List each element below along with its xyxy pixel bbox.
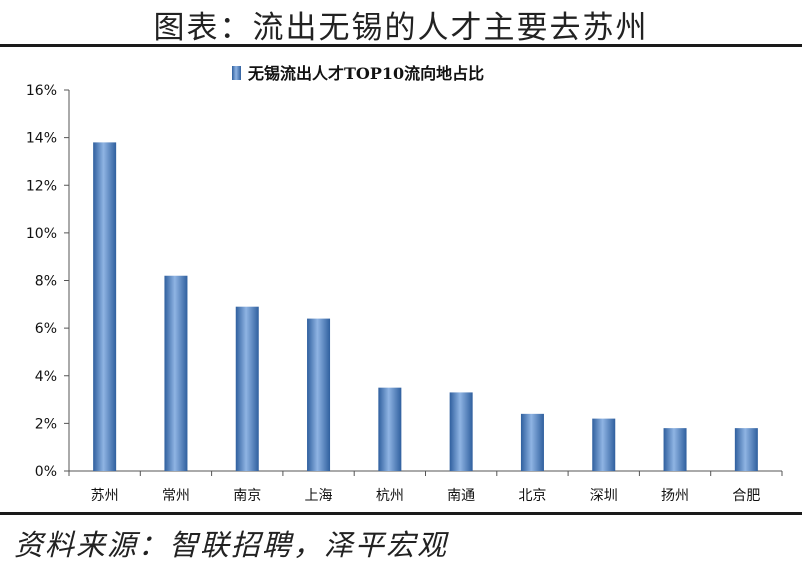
y-tick-label: 16%	[26, 83, 57, 99]
x-tick-label: 深圳	[590, 488, 618, 504]
bar-9	[734, 428, 758, 471]
x-tick-label: 常州	[162, 488, 190, 504]
y-tick-label: 4%	[35, 369, 57, 385]
bar-7	[592, 418, 616, 471]
x-tick-label: 上海	[305, 488, 333, 504]
top-divider	[0, 44, 802, 47]
x-tick-label: 杭州	[376, 488, 404, 504]
page-title: 图表：流出无锡的人才主要去苏州	[153, 10, 649, 46]
bar-3	[307, 318, 331, 471]
y-tick-label: 6%	[35, 321, 57, 337]
bar-1	[164, 275, 188, 471]
y-axis-labels: 0% 2% 4% 6% 8% 10% 12% 14% 16%	[26, 83, 57, 480]
bar-chart: 无锡流出人才TOP10流向地占比 苏州 常州 南京 上海 杭州 南通 北京 深圳 扬州 合肥 0%…	[26, 64, 783, 504]
bar-0	[93, 142, 117, 471]
x-tick-label: 扬州	[661, 488, 689, 504]
bar-4	[378, 387, 402, 471]
bottom-divider	[0, 512, 802, 515]
x-tick-label: 合肥	[732, 488, 760, 504]
bar-6	[520, 413, 544, 471]
x-tick-label: 苏州	[91, 488, 119, 504]
y-tick-label: 8%	[35, 274, 57, 290]
y-tick-label: 12%	[26, 178, 57, 194]
bar-5	[449, 392, 473, 471]
chart-bars	[93, 142, 758, 471]
legend-label: 无锡流出人才TOP10流向地占比	[247, 64, 484, 83]
y-tick-label: 14%	[26, 131, 57, 147]
y-tick-label: 10%	[26, 226, 57, 242]
source-note: 资料来源：智联招聘，泽平宏观	[14, 528, 449, 562]
chart-legend: 无锡流出人才TOP10流向地占比	[232, 64, 484, 83]
bar-8	[663, 428, 687, 471]
chart-axes	[64, 89, 783, 476]
y-tick-label: 2%	[35, 416, 57, 432]
x-tick-label: 南京	[233, 488, 261, 504]
legend-swatch	[232, 66, 241, 80]
y-tick-label: 0%	[35, 464, 57, 480]
x-tick-label: 北京	[518, 488, 546, 504]
x-tick-label: 南通	[447, 488, 475, 504]
bar-2	[235, 306, 259, 471]
x-axis-labels: 苏州 常州 南京 上海 杭州 南通 北京 深圳 扬州 合肥	[91, 488, 761, 504]
